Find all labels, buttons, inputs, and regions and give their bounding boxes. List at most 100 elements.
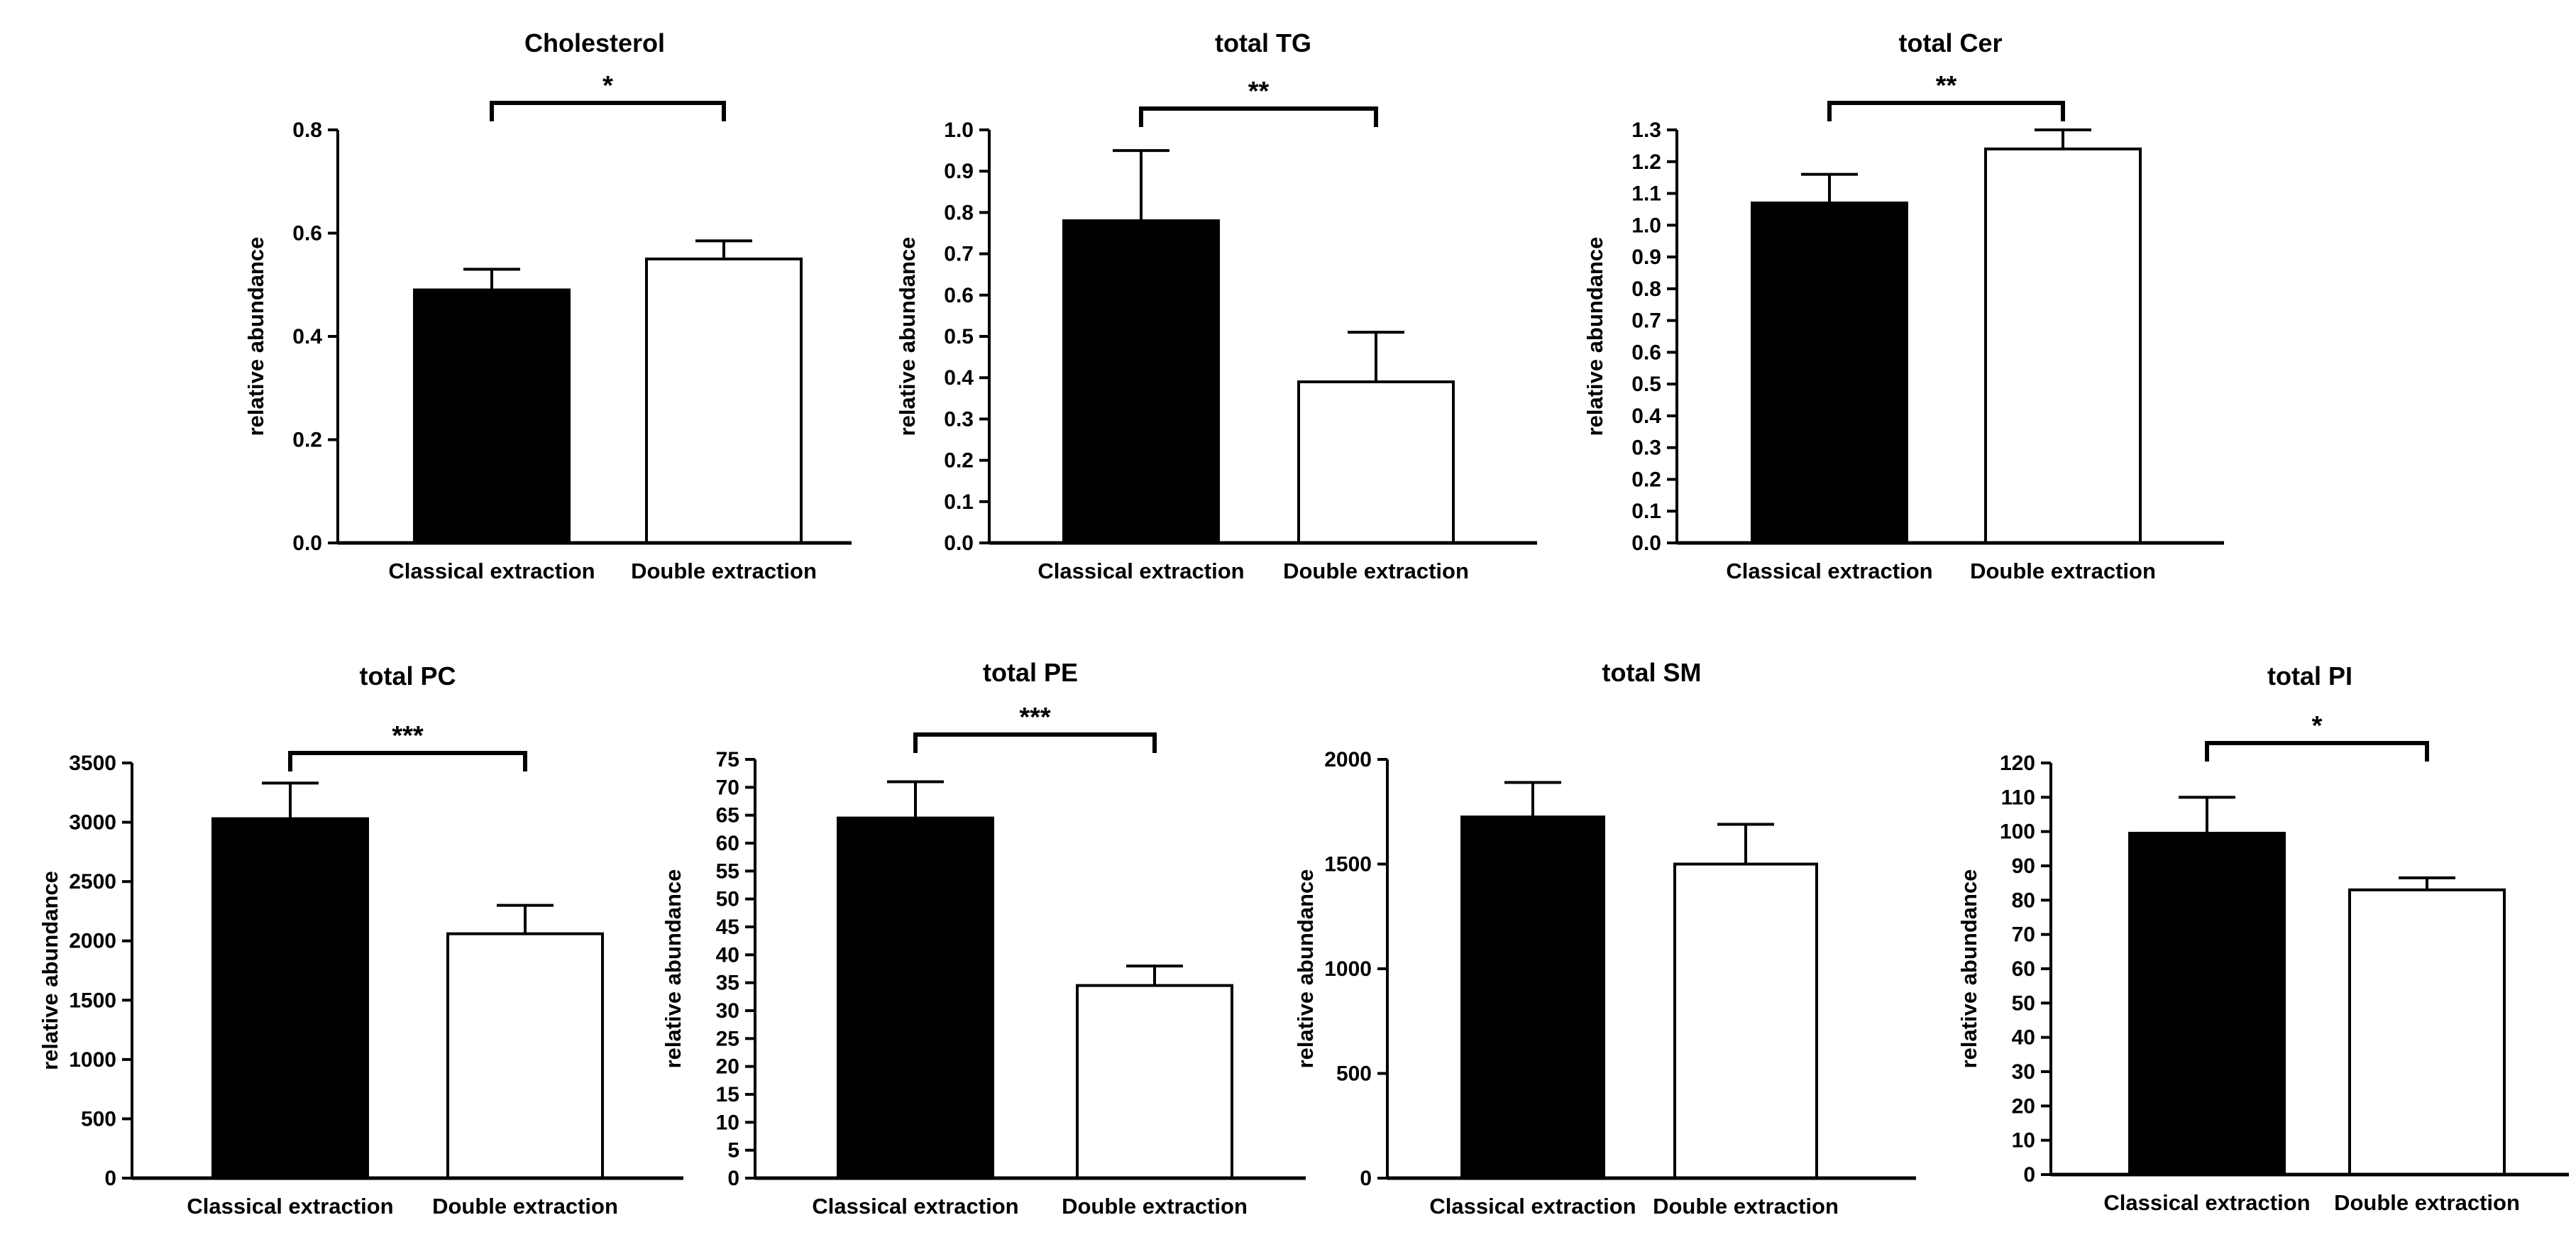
y-tick-label: 0.8	[1631, 277, 1661, 301]
y-tick-label: 0.3	[944, 407, 974, 431]
y-tick-label: 500	[1336, 1062, 1372, 1086]
y-tick-label: 500	[81, 1107, 116, 1131]
bar-double-extraction	[1673, 862, 1818, 1180]
y-tick-label: 0.5	[1631, 373, 1661, 396]
y-tick-label: 0.9	[944, 160, 974, 183]
category-label: Double extraction	[1970, 559, 2156, 583]
y-tick-label: 80	[2012, 889, 2035, 912]
y-tick-label: 70	[716, 776, 739, 799]
significance-marker: **	[1936, 71, 1957, 101]
y-axis-label: relative abundance	[243, 237, 268, 436]
y-tick-label: 0.7	[944, 243, 974, 266]
category-label: Classical extraction	[1037, 559, 1244, 583]
category-label: Classical extraction	[1429, 1194, 1636, 1219]
category-label: Double extraction	[1653, 1194, 1839, 1219]
bar-classical-extraction	[413, 288, 571, 544]
y-tick-label: 0.2	[292, 429, 322, 452]
bar-classical-extraction	[837, 816, 994, 1180]
bar-double-extraction	[1984, 147, 2142, 545]
y-tick-label: 10	[716, 1111, 739, 1134]
y-tick-label: 2500	[69, 870, 116, 894]
y-axis-label: relative abundance	[1956, 869, 1981, 1069]
chart-title: total SM	[1602, 658, 1702, 687]
y-tick-label: 0.4	[944, 366, 974, 390]
y-tick-label: 50	[716, 888, 739, 911]
y-tick-label: 1.0	[1631, 214, 1661, 237]
significance-marker: ***	[1019, 703, 1051, 732]
y-tick-label: 1.2	[1631, 150, 1661, 174]
y-tick-label: 75	[716, 748, 739, 771]
y-axis-label: relative abundance	[895, 237, 920, 436]
y-tick-label: 0.9	[1631, 246, 1661, 269]
category-label: Classical extraction	[2103, 1190, 2310, 1215]
y-tick-label: 20	[2012, 1094, 2035, 1118]
chart-title: total PC	[359, 661, 456, 691]
y-tick-label: 90	[2012, 854, 2035, 878]
y-tick-label: 0.6	[944, 284, 974, 307]
y-tick-label: 5	[727, 1139, 739, 1163]
y-tick-label: 10	[2012, 1129, 2035, 1153]
y-tick-label: 70	[2012, 923, 2035, 947]
chart-panel-6: total PI relative abundance 0 10 20 30 40 50 60 7…	[1956, 661, 2569, 1215]
y-tick-label: 0.0	[1631, 532, 1661, 555]
y-tick-label: 0.6	[292, 222, 322, 246]
y-tick-label: 0.8	[292, 119, 322, 142]
chart-title: total TG	[1215, 28, 1311, 57]
y-tick-label: 1500	[69, 989, 116, 1012]
bar-double-extraction	[645, 257, 803, 544]
bar-double-extraction	[2348, 888, 2506, 1177]
y-tick-label: 0.4	[1631, 405, 1661, 428]
significance-bracket	[913, 732, 1157, 753]
y-tick-label: 0.4	[292, 325, 322, 348]
y-axis-label: relative abundance	[1583, 237, 1607, 436]
significance-marker: **	[1248, 77, 1270, 106]
bar-classical-extraction	[211, 817, 369, 1180]
chart-title: total PE	[983, 658, 1078, 687]
chart-panel-1: total TG relative abundance 0.0 0.1 0.2 0.3 0.…	[895, 28, 1537, 583]
y-tick-label: 110	[2001, 786, 2035, 809]
y-tick-label: 65	[716, 804, 739, 828]
y-tick-label: 45	[716, 916, 739, 939]
y-tick-label: 25	[716, 1027, 739, 1050]
significance-bracket	[2205, 741, 2429, 762]
y-tick-label: 0.7	[1631, 309, 1661, 333]
y-tick-label: 1000	[69, 1048, 116, 1072]
category-label: Classical extraction	[812, 1194, 1018, 1219]
y-tick-label: 0	[727, 1167, 739, 1190]
category-label: Classical extraction	[388, 559, 595, 583]
category-label: Double extraction	[1283, 559, 1469, 583]
y-tick-label: 1.1	[1631, 182, 1661, 206]
y-tick-label: 30	[716, 999, 739, 1023]
y-tick-label: 55	[716, 859, 739, 883]
y-axis-label: relative abundance	[1293, 869, 1318, 1069]
bar-classical-extraction	[2128, 832, 2286, 1177]
bar-classical-extraction	[1751, 201, 1908, 544]
bar-double-extraction	[1076, 984, 1233, 1180]
y-tick-label: 1500	[1324, 853, 1372, 876]
y-tick-label: 60	[2012, 957, 2035, 981]
y-tick-label: 35	[716, 972, 739, 995]
significance-marker: *	[602, 71, 613, 101]
bar-double-extraction	[1297, 380, 1455, 545]
chart-panel-4: total PE relative abundance 0 5 10 15 20 25 30 35…	[661, 658, 1306, 1219]
y-tick-label: 1000	[1324, 957, 1372, 981]
y-tick-label: 0.8	[944, 201, 974, 224]
y-tick-label: 100	[2000, 820, 2035, 844]
y-tick-label: 0	[104, 1167, 116, 1190]
y-tick-label: 15	[716, 1083, 739, 1106]
significance-marker: ***	[392, 721, 424, 751]
bar-classical-extraction	[1460, 815, 1605, 1180]
y-tick-label: 0.0	[292, 532, 322, 555]
y-tick-label: 50	[2012, 991, 2035, 1015]
y-tick-label: 3000	[69, 811, 116, 835]
y-axis-label: relative abundance	[38, 871, 62, 1070]
chart-panel-0: Cholesterol relative abundance 0.0 0.2 0.4 0.…	[243, 28, 852, 583]
chart-title: total PI	[2267, 661, 2352, 691]
y-tick-label: 0.0	[944, 532, 974, 555]
y-tick-label: 0.2	[1631, 468, 1661, 491]
y-tick-label: 120	[2000, 752, 2035, 775]
y-tick-label: 2000	[69, 930, 116, 953]
chart-panel-5: total SM relative abundance 0 500 1000 1500 20…	[1293, 658, 1916, 1219]
y-tick-label: 30	[2012, 1060, 2035, 1084]
